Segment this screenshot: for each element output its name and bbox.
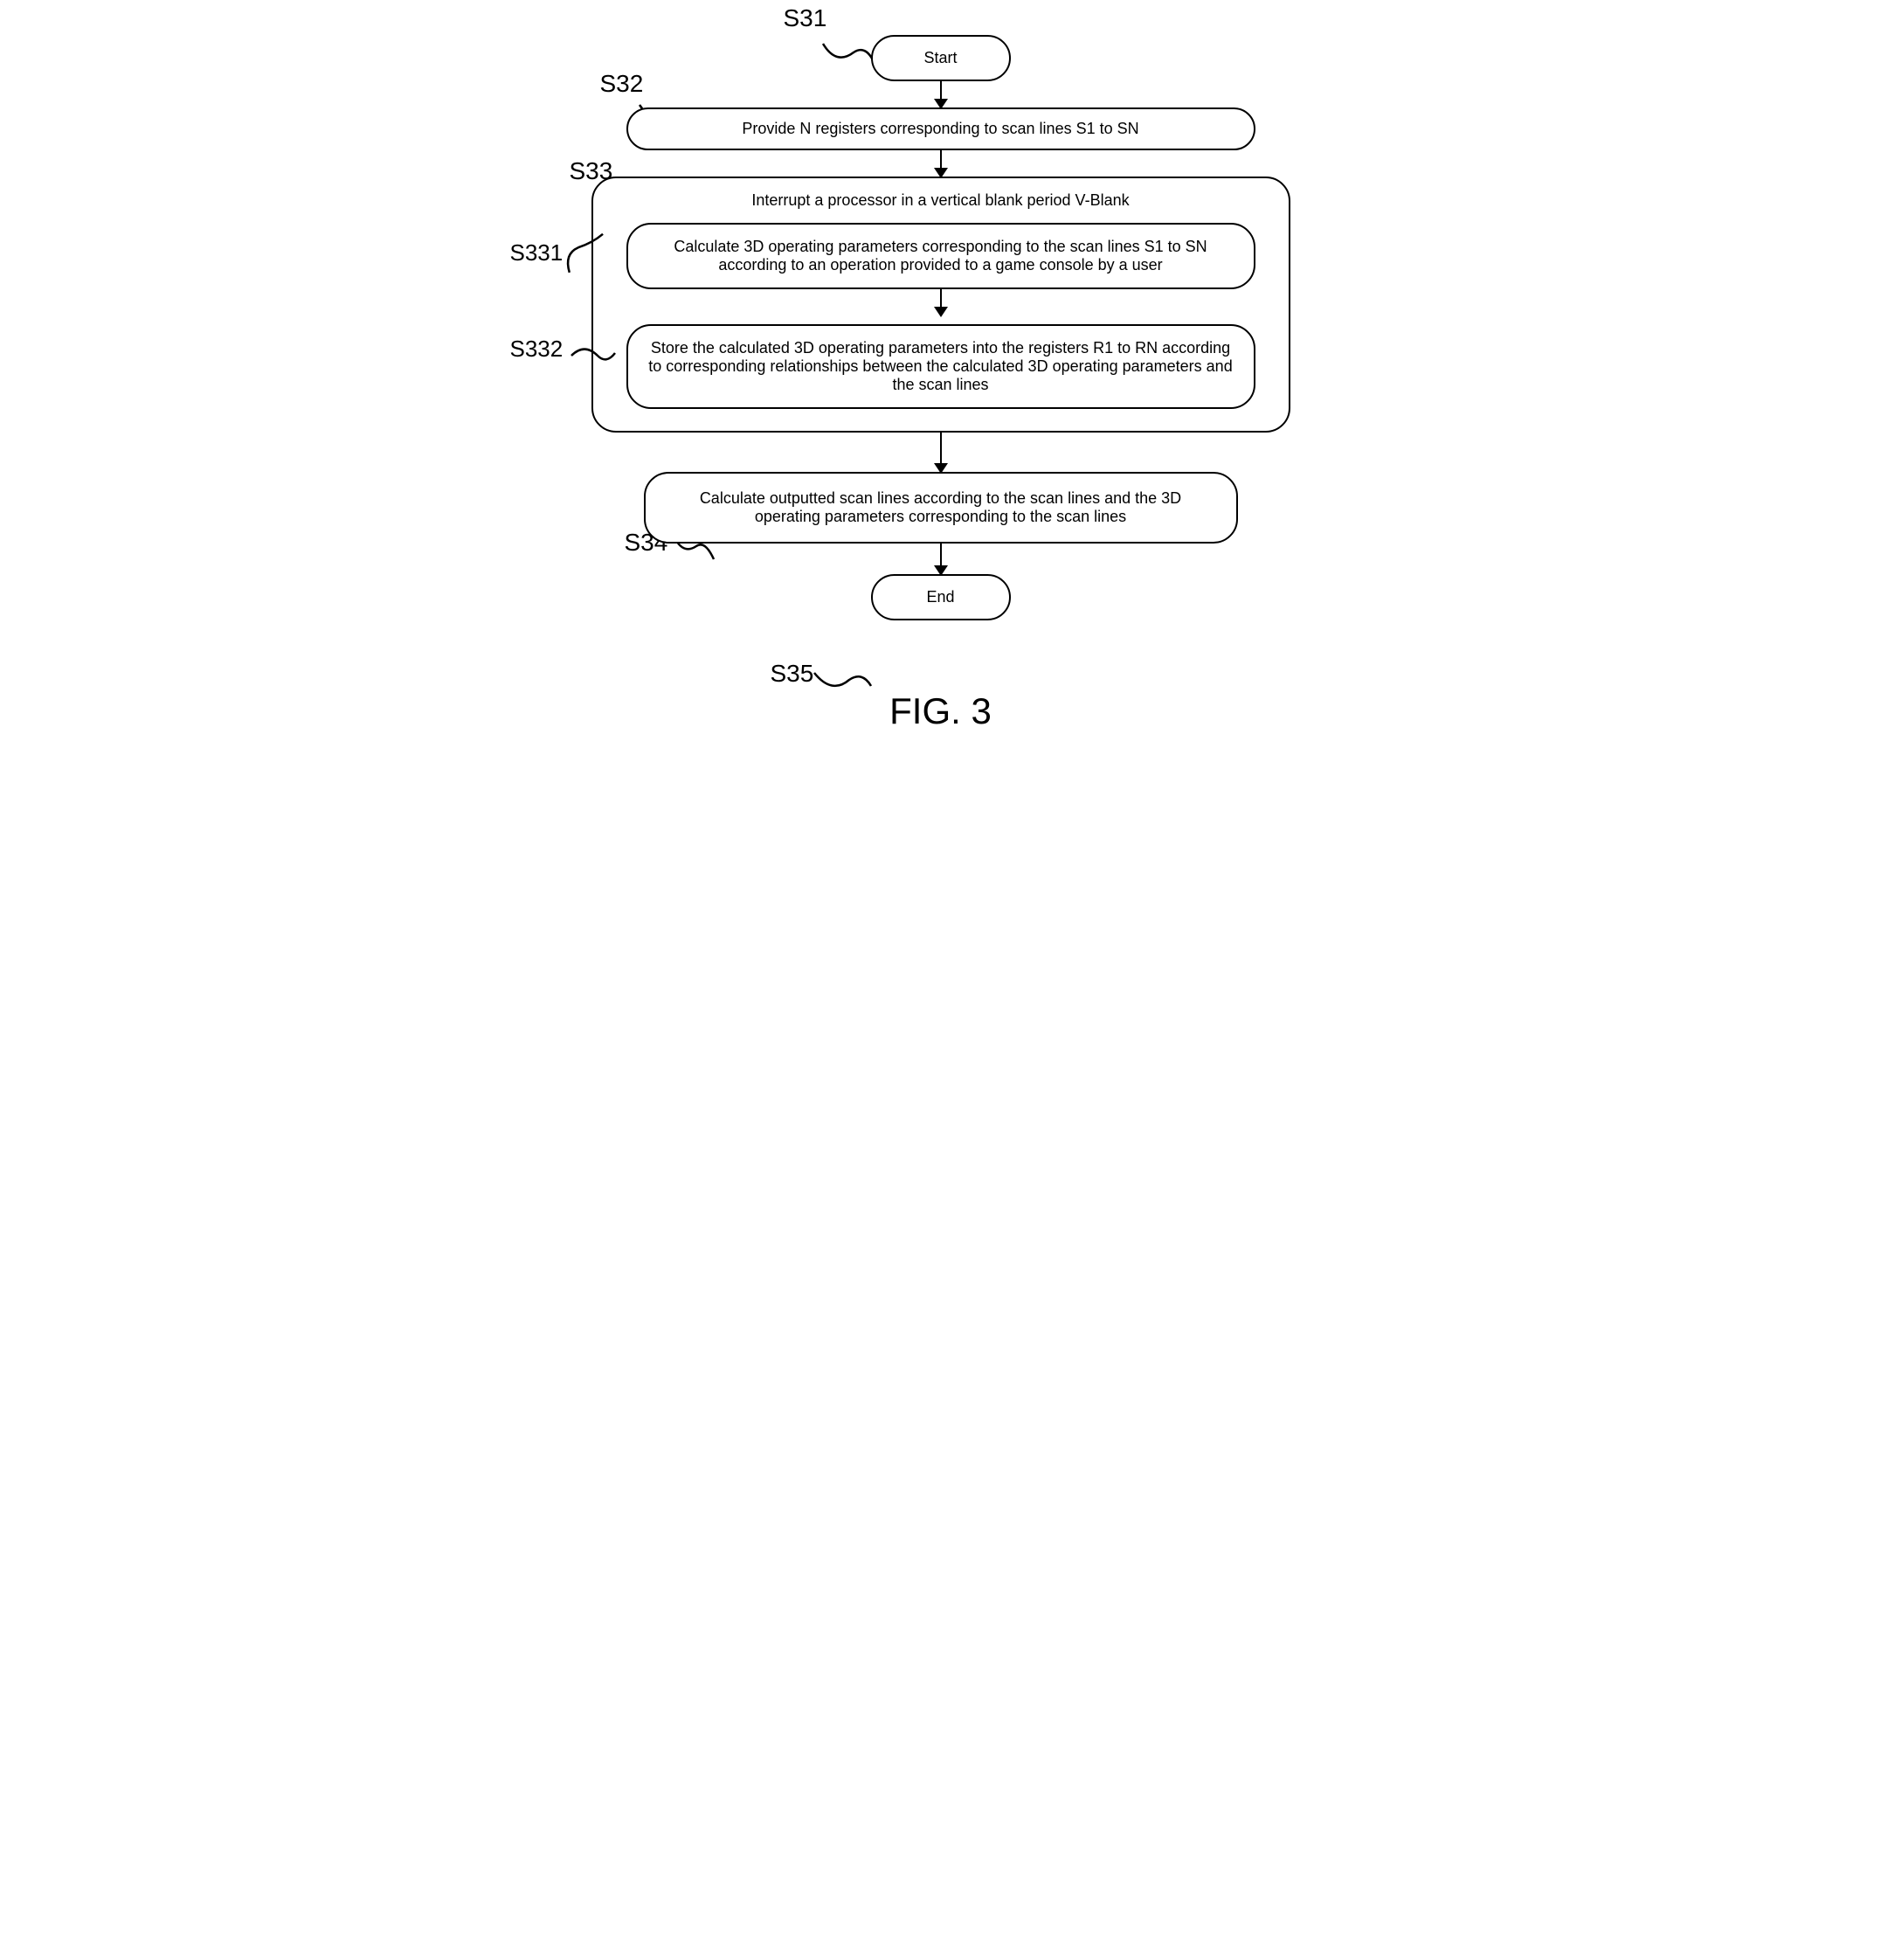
flowchart-container: S31 Start S32 Provide N registers corres… xyxy=(548,35,1334,620)
squiggle-s331 xyxy=(560,231,608,283)
step-label-s32: S32 xyxy=(600,70,644,98)
arrow-s33-s34 xyxy=(940,433,942,472)
squiggle-s332 xyxy=(567,343,619,373)
node-s34: Calculate outputted scan lines according… xyxy=(644,472,1238,544)
step-label-s35: S35 xyxy=(771,660,814,688)
arrow-s31-s32 xyxy=(940,81,942,107)
node-end: End xyxy=(871,574,1011,620)
node-start: Start xyxy=(871,35,1011,81)
node-s32: Provide N registers corresponding to sca… xyxy=(626,107,1255,150)
arrow-s331-s332 xyxy=(940,289,942,315)
node-s332: Store the calculated 3D operating parame… xyxy=(626,324,1255,409)
arrow-s32-s33 xyxy=(940,150,942,177)
squiggle-s31 xyxy=(819,39,880,83)
figure-caption: FIG. 3 xyxy=(889,690,992,732)
step-label-s31: S31 xyxy=(784,4,827,32)
step-label-s332: S332 xyxy=(510,336,564,363)
squiggle-s35 xyxy=(810,664,875,703)
step-label-s331: S331 xyxy=(510,239,564,267)
node-s331: Calculate 3D operating parameters corres… xyxy=(626,223,1255,289)
node-s33: Interrupt a processor in a vertical blan… xyxy=(591,177,1290,433)
arrow-s34-s35 xyxy=(940,544,942,574)
node-s33-title: Interrupt a processor in a vertical blan… xyxy=(751,191,1129,210)
